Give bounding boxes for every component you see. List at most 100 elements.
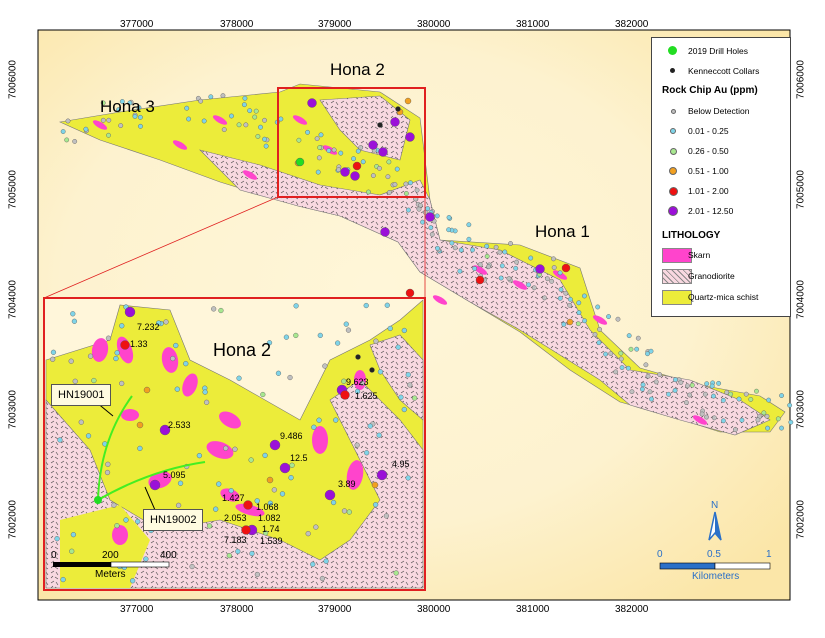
rock-chip-sample (628, 346, 634, 352)
x-tick-label: 379000 (318, 604, 352, 615)
rock-chip-sample (392, 182, 398, 187)
rock-chip-sample (405, 475, 411, 481)
rock-chip-sample (130, 578, 136, 584)
y-tick-label: 7003000 (795, 390, 807, 429)
rock-chip-sample (106, 132, 111, 138)
sample-value-label: 1.539 (260, 536, 283, 546)
rock-chip-sample (137, 114, 143, 120)
skarn-body (592, 315, 608, 325)
rock-chip-sample (373, 338, 379, 344)
rock-chip-sample (395, 344, 401, 350)
drill-trace-hn19002 (97, 461, 206, 501)
rock-chip-sample (386, 159, 392, 165)
rock-chip-sample (606, 314, 611, 319)
skarn-body (692, 415, 708, 425)
rock-chip-sample (425, 212, 435, 222)
rock-chip-sample (484, 243, 490, 249)
rock-chip-sample (57, 437, 63, 443)
rock-chip-sample (255, 134, 261, 139)
rock-chip-sample (316, 155, 322, 161)
rock-chip-sample (407, 382, 413, 388)
rock-chip-sample (557, 270, 563, 276)
sample-value-label: 1.625 (355, 391, 378, 401)
scale-label: 0 (657, 549, 663, 560)
legend-symbol (670, 108, 676, 114)
rock-chip-sample (683, 400, 689, 405)
rock-chip-sample (561, 263, 571, 273)
drill-callout: HN19002 (143, 509, 204, 531)
legend-symbol (669, 147, 677, 155)
rock-chip-sample (132, 114, 138, 119)
rock-chip-sample (380, 227, 390, 237)
rock-chip-sample (689, 382, 695, 388)
rock-chip-sample (149, 479, 161, 491)
rock-chip-sample (619, 365, 625, 370)
rock-chip-sample (385, 174, 391, 180)
x-tick-label: 378000 (220, 604, 254, 615)
rock-chip-sample (211, 306, 217, 312)
sample-value-label: 2.053 (224, 513, 247, 523)
rock-chip-sample (582, 293, 587, 299)
rock-chip-sample (177, 480, 184, 486)
rock-chip-sample (645, 351, 650, 357)
rock-chip-sample (657, 372, 663, 377)
rock-chip-sample (557, 295, 563, 301)
rock-chip-sample (71, 318, 78, 324)
rock-chip-sample (411, 395, 418, 401)
rock-chip-sample (163, 319, 169, 325)
rock-chip-sample (335, 340, 341, 346)
rock-chip-sample (398, 394, 404, 400)
rock-chip-sample (765, 425, 770, 431)
rock-chip-sample (484, 253, 490, 259)
y-tick-label: 7006000 (7, 60, 19, 99)
rock-chip-sample (266, 476, 274, 484)
rock-chip-sample (341, 508, 348, 514)
rock-chip-sample (626, 333, 632, 339)
sample-value-label: 4.95 (392, 459, 410, 469)
skarn-body (312, 426, 328, 454)
rock-chip-sample (406, 207, 411, 213)
scale-unit: Kilometers (692, 571, 740, 582)
rock-chip-sample (582, 318, 588, 324)
rock-chip-sample (544, 276, 550, 282)
legend-label: Quartz-mica schist (688, 292, 759, 302)
rock-chip-sample (314, 136, 320, 141)
rock-chip-sample (174, 386, 180, 392)
scale-bar (659, 562, 716, 570)
sample-value-label: 1.068 (256, 502, 279, 512)
rock-chip-sample (287, 374, 293, 381)
rock-chip-sample (201, 118, 207, 124)
rock-chip-sample (72, 378, 78, 384)
rock-chip-sample (331, 147, 337, 153)
rock-chip-sample (254, 498, 260, 504)
rock-chip-sample (367, 423, 373, 429)
rock-chip-sample (401, 406, 407, 413)
rock-chip-sample (346, 509, 352, 515)
x-tick-label: 378000 (220, 19, 254, 30)
rock-chip-sample (119, 323, 125, 329)
rock-chip-sample (558, 287, 564, 292)
rock-chip-sample (709, 383, 715, 389)
legend: 2019 Drill Holes Kenneccott Collars Rock… (651, 37, 791, 317)
rock-chip-sample (416, 206, 422, 212)
rock-chip-sample (363, 302, 369, 309)
rock-chip-sample (603, 351, 608, 357)
rock-chip-sample (221, 127, 227, 133)
skarn-body (219, 411, 241, 429)
rock-chip-sample (551, 265, 557, 270)
rock-chip-sample (567, 296, 573, 302)
skarn-body (161, 347, 179, 373)
legend-symbol (669, 167, 677, 175)
rock-chip-sample (105, 335, 112, 341)
rock-chip-sample (354, 388, 361, 395)
rock-chip-sample (293, 332, 299, 339)
skarn-body (220, 488, 240, 502)
rock-chip-sample (317, 145, 323, 150)
rock-chip-sample (649, 396, 654, 402)
rock-chip-sample (446, 215, 452, 220)
rock-chip-sample (364, 450, 370, 456)
rock-chip-sample (271, 487, 277, 493)
rock-chip-sample (143, 556, 149, 562)
rock-chip-sample (486, 264, 491, 270)
rock-chip-sample (506, 276, 512, 282)
